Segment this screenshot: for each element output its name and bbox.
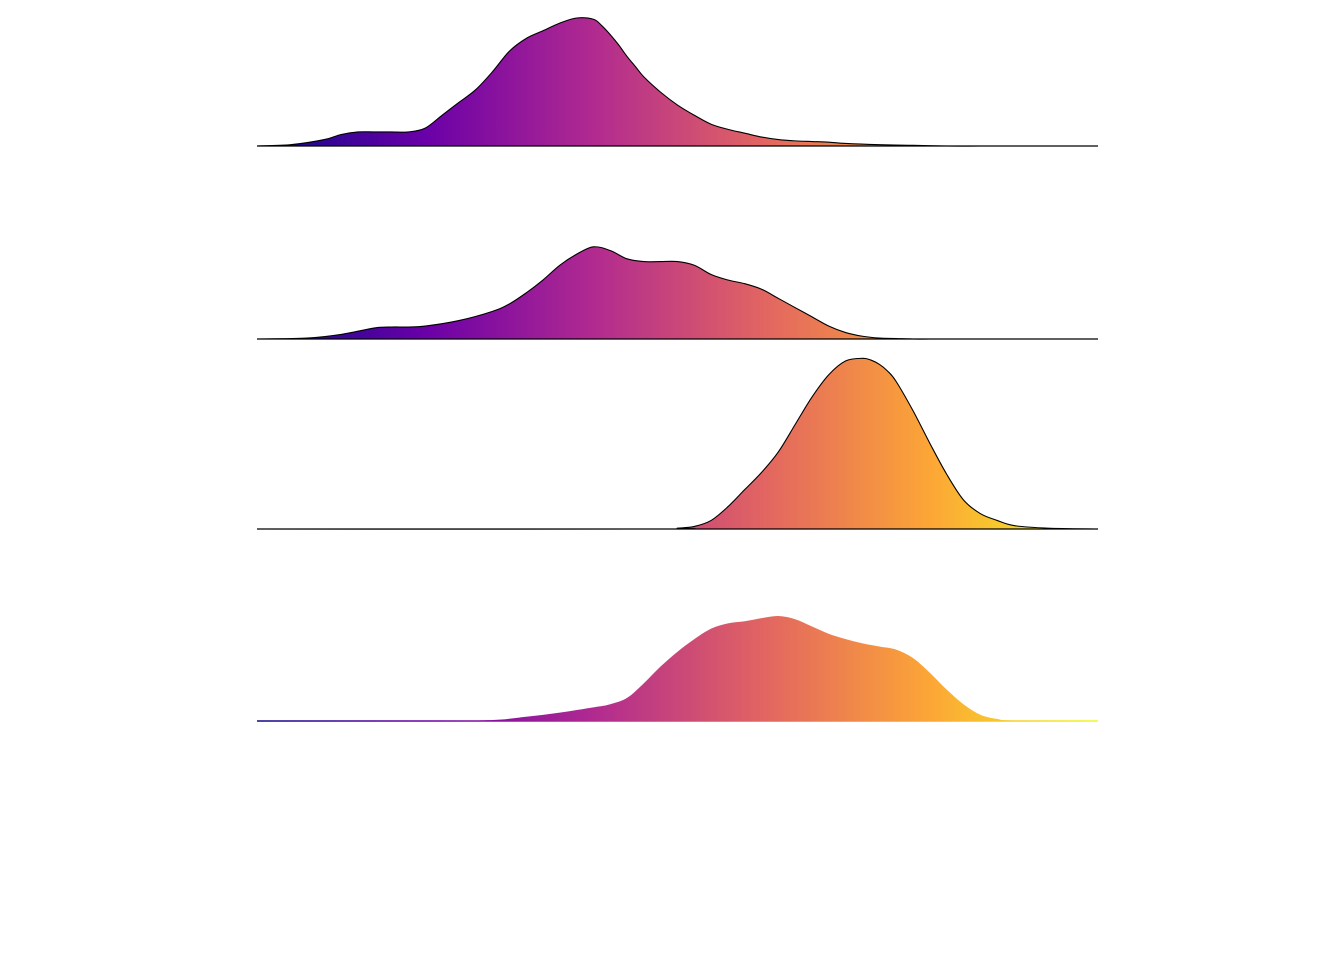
ridge-3 <box>256 357 1099 530</box>
ridge-3-area <box>257 358 1098 530</box>
ridge-3-outline <box>256 357 1099 530</box>
ridge-1-outline <box>256 17 1098 147</box>
ridge-2-outline <box>256 246 1098 340</box>
ridge-2-area <box>257 246 1098 340</box>
ridge-1 <box>256 17 1098 147</box>
ridge-2 <box>256 246 1098 340</box>
ridge-4-area <box>257 616 1098 722</box>
ridge-4 <box>257 616 1098 722</box>
ridge-1-area <box>257 17 1098 147</box>
ridges-group <box>256 17 1099 722</box>
